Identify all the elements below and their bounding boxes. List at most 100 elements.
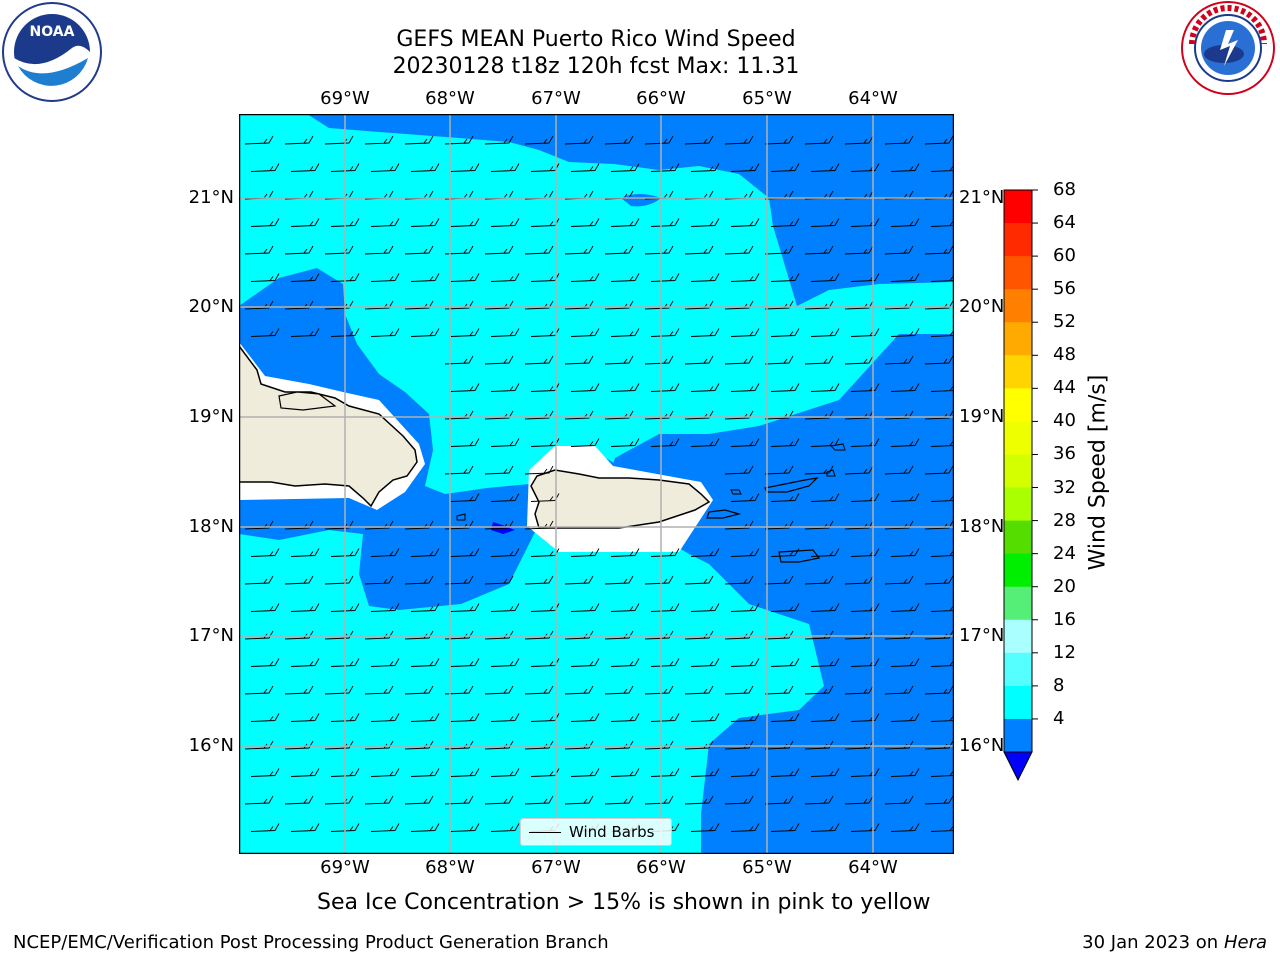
wind-barb bbox=[330, 273, 360, 282]
wind-barb bbox=[330, 768, 360, 777]
wind-barb bbox=[484, 795, 514, 805]
wind-barb bbox=[804, 355, 834, 365]
wind-barb bbox=[490, 658, 520, 667]
wind-barb bbox=[884, 795, 914, 805]
wind-speed-map bbox=[239, 114, 954, 854]
wind-barb bbox=[564, 245, 594, 255]
wind-barb bbox=[524, 355, 554, 365]
wind-barb bbox=[404, 245, 434, 255]
wind-barb bbox=[484, 245, 514, 255]
colorbar-tick-label: 48 bbox=[1053, 344, 1076, 366]
wind-barb bbox=[570, 438, 600, 447]
wind-barb bbox=[410, 823, 440, 832]
wind-barb bbox=[404, 685, 434, 695]
wind-barb bbox=[844, 135, 874, 145]
wind-barb bbox=[644, 135, 674, 145]
colorbar-tick-label: 8 bbox=[1053, 674, 1065, 696]
wind-barb bbox=[330, 218, 360, 227]
wind-barb bbox=[290, 823, 320, 832]
wind-barb bbox=[370, 768, 400, 777]
lat-label-right: 16°N bbox=[959, 735, 1005, 756]
wind-barb bbox=[690, 218, 720, 227]
wind-barb bbox=[610, 603, 640, 612]
wind-barb bbox=[524, 575, 554, 585]
wind-barb bbox=[284, 575, 314, 585]
wind-barb bbox=[364, 245, 394, 255]
wind-barb bbox=[730, 658, 760, 667]
sea-ice-caption: Sea Ice Concentration > 15% is shown in … bbox=[317, 890, 931, 915]
wind-barb bbox=[450, 658, 480, 667]
colorbar-tick-label: 24 bbox=[1053, 542, 1076, 564]
wind-barb bbox=[924, 465, 954, 475]
footer-date-text: 30 Jan 2023 on bbox=[1082, 932, 1219, 953]
lat-label-left: 19°N bbox=[188, 406, 234, 427]
wind-barb bbox=[610, 548, 640, 557]
wind-barb bbox=[890, 823, 920, 832]
wind-barb bbox=[250, 273, 280, 282]
wind-barb bbox=[684, 355, 714, 365]
wind-barb bbox=[644, 355, 674, 365]
wind-barb bbox=[690, 768, 720, 777]
lat-label-right: 20°N bbox=[959, 296, 1005, 317]
wind-barb bbox=[490, 768, 520, 777]
wind-barb bbox=[530, 163, 560, 172]
wind-barb bbox=[370, 218, 400, 227]
colorbar-tick-label: 68 bbox=[1053, 179, 1076, 200]
nws-logo bbox=[1181, 1, 1275, 95]
wind-barb bbox=[650, 768, 680, 777]
colorbar-segment bbox=[1004, 421, 1032, 455]
wind-barb bbox=[450, 328, 480, 337]
wind-barb bbox=[930, 771, 954, 777]
wind-barb bbox=[644, 245, 674, 255]
wind-barb bbox=[810, 383, 840, 392]
colorbar-segment bbox=[1004, 487, 1032, 522]
wind-barb bbox=[484, 685, 514, 695]
colorbar-segment bbox=[1004, 322, 1032, 356]
wind-barb bbox=[444, 245, 474, 255]
colorbar bbox=[1003, 189, 1038, 782]
lat-label-right: 21°N bbox=[959, 187, 1005, 208]
wind-barb bbox=[524, 245, 554, 255]
colorbar-tick-label: 36 bbox=[1053, 443, 1076, 465]
colorbar-label: Wind Speed [m/s] bbox=[1085, 374, 1111, 571]
wind-barb bbox=[844, 795, 874, 805]
wind-barb bbox=[244, 245, 274, 255]
wind-barb bbox=[884, 245, 914, 255]
wind-barb bbox=[890, 548, 920, 557]
wind-barb bbox=[570, 603, 600, 612]
lon-label-bottom: 65°W bbox=[742, 857, 792, 878]
wind-barb bbox=[290, 218, 320, 227]
wind-barb bbox=[250, 713, 280, 722]
lon-label-bottom: 69°W bbox=[320, 857, 370, 878]
colorbar-segment bbox=[1004, 190, 1032, 224]
wind-barb bbox=[690, 603, 720, 612]
map-subtitle: 20230128 t18z 120h fcst Max: 11.31 bbox=[392, 54, 800, 79]
wind-barb bbox=[924, 245, 954, 255]
lon-label-top: 65°W bbox=[742, 88, 792, 109]
wind-barb bbox=[724, 135, 754, 145]
wind-barb bbox=[770, 713, 800, 722]
wind-barb bbox=[604, 245, 634, 255]
wind-barb bbox=[770, 603, 800, 612]
wind-barb bbox=[370, 713, 400, 722]
wind-barb bbox=[770, 383, 800, 392]
wind-barb bbox=[730, 548, 760, 557]
wind-barb bbox=[530, 493, 560, 502]
wind-barb bbox=[484, 355, 514, 365]
wind-barb bbox=[930, 386, 954, 392]
wind-barb bbox=[930, 606, 954, 612]
wind-barb bbox=[930, 331, 954, 337]
wind-barb bbox=[810, 548, 840, 557]
legend-label: Wind Barbs bbox=[569, 823, 655, 841]
wind-barb bbox=[770, 658, 800, 667]
wind-barb bbox=[610, 328, 640, 337]
wind-barb bbox=[930, 661, 954, 667]
wind-barb bbox=[290, 328, 320, 337]
wind-barb bbox=[764, 685, 794, 695]
wind-barb bbox=[884, 575, 914, 585]
wind-barb bbox=[650, 218, 680, 227]
wind-barb bbox=[330, 823, 360, 832]
lat-label-right: 18°N bbox=[959, 516, 1005, 537]
wind-barb bbox=[764, 245, 794, 255]
wind-barb bbox=[410, 658, 440, 667]
